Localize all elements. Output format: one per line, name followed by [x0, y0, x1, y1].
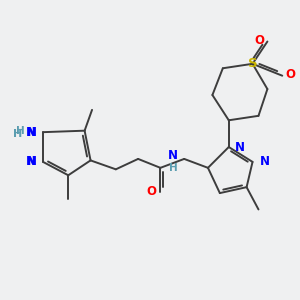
Text: O: O [146, 185, 156, 198]
Text: N: N [26, 155, 35, 168]
Text: H: H [16, 126, 25, 136]
Text: N: N [26, 126, 35, 139]
Text: O: O [286, 68, 296, 81]
Text: O: O [254, 34, 264, 46]
Text: H: H [169, 163, 177, 173]
Text: N: N [168, 149, 178, 162]
Text: H: H [13, 129, 22, 139]
Text: N: N [235, 140, 245, 154]
Text: S: S [248, 57, 257, 70]
Text: N: N [27, 126, 37, 139]
Text: N: N [260, 155, 270, 168]
Text: N: N [27, 155, 37, 168]
